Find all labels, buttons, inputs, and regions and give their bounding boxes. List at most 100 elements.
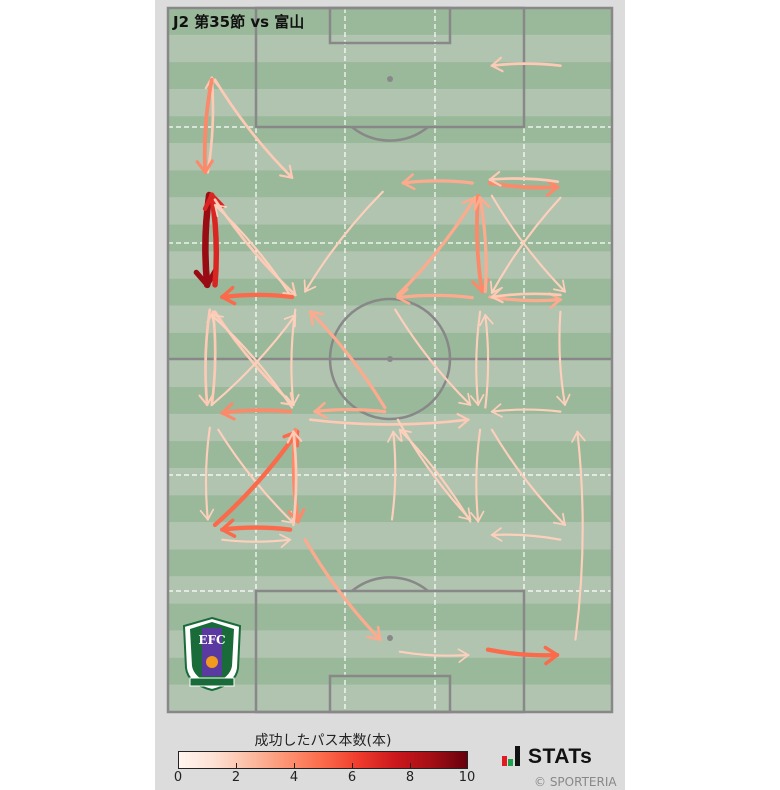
colorbar-tickmark — [236, 763, 237, 768]
stats-logo: STATs — [502, 745, 592, 769]
pass-arrowhead — [220, 518, 237, 538]
pass-arrow — [308, 418, 470, 426]
pass-arrow — [221, 538, 292, 543]
pass-arrow — [475, 428, 482, 523]
pass-arrow — [488, 295, 563, 303]
pass-arrow — [490, 194, 567, 293]
pass-arrowhead — [458, 507, 472, 521]
pass-arrowhead — [544, 178, 560, 197]
pass-arrow — [488, 177, 560, 184]
pass-arrow — [313, 407, 387, 414]
pass-arrowhead — [556, 393, 571, 406]
pass-arrowhead — [279, 533, 291, 549]
pass-arrow — [394, 308, 472, 406]
pass-arrow — [290, 308, 297, 406]
pass-arrow — [396, 196, 477, 297]
pass-arrow — [292, 430, 298, 527]
pass-arrow — [220, 292, 295, 300]
pass-arrowhead — [282, 282, 297, 297]
pass-arrowhead — [479, 314, 494, 327]
pitch: EFC — [166, 6, 614, 714]
pass-arrowhead — [457, 648, 470, 663]
pass-arrow — [210, 314, 294, 409]
colorbar-tick: 0 — [173, 770, 183, 785]
pass-arrow — [202, 77, 214, 175]
pass-arrowhead — [469, 393, 485, 406]
team-logo: EFC — [182, 616, 242, 692]
pitch-markings — [166, 6, 614, 714]
stats-logo-text: STATs — [528, 745, 593, 768]
pass-arrowhead — [210, 314, 224, 328]
svg-text:EFC: EFC — [198, 633, 225, 647]
chart-title: J2 第35節 vs 富山 — [173, 13, 305, 31]
pass-arrow — [304, 190, 384, 293]
pass-arrow — [490, 292, 562, 299]
pitch-spots — [387, 76, 393, 641]
pass-arrowhead — [398, 428, 412, 442]
pass-arrow — [478, 196, 488, 294]
pass-arrowhead — [490, 287, 504, 304]
colorbar-tickmark — [294, 763, 295, 768]
pass-arrowhead — [469, 510, 485, 523]
pass-arrowhead — [490, 56, 504, 73]
pass-arrowhead — [313, 401, 328, 419]
pass-arrow — [574, 430, 584, 641]
pass-arrowhead — [456, 413, 470, 429]
pass-arrowhead — [287, 508, 306, 524]
pass-arrowhead — [552, 512, 566, 526]
colorbar-tickmark — [352, 763, 353, 768]
pass-arrowhead — [309, 310, 325, 326]
pass-arrow — [475, 310, 482, 406]
pass-arrow — [213, 78, 294, 179]
credit: © SPORTERIA — [534, 775, 617, 789]
pass-arrows — [193, 56, 586, 666]
pass-arrow — [490, 533, 562, 541]
colorbar-title: 成功したパス本数(本) — [254, 733, 392, 749]
pass-arrowhead — [543, 645, 559, 666]
pass-arrowhead — [396, 287, 411, 305]
pass-arrowhead — [198, 393, 215, 407]
colorbar-tick: 8 — [405, 770, 415, 785]
pass-arrowhead — [220, 402, 236, 421]
pass-arrowhead — [282, 430, 300, 448]
pass-arrow — [308, 310, 387, 410]
pass-arrowhead — [473, 196, 491, 211]
pass-arrowhead — [286, 430, 303, 444]
pass-arrowhead — [193, 267, 219, 288]
pass-arrowhead — [220, 285, 237, 306]
pass-arrowhead — [490, 527, 503, 542]
pass-arrow — [558, 310, 567, 406]
pass-arrowhead — [458, 392, 472, 406]
colorbar-tick: 4 — [289, 770, 299, 785]
pass-arrow — [401, 179, 474, 185]
pass-arrowhead — [283, 314, 297, 328]
pass-arrow — [398, 650, 470, 657]
pass-arrowhead — [195, 159, 214, 174]
colorbar-tickmark — [410, 763, 411, 768]
pass-arrow — [485, 647, 560, 658]
pass-arrowhead — [488, 170, 502, 187]
pass-arrow — [396, 293, 474, 300]
pass-arrow — [490, 428, 567, 527]
colorbar-tick: 2 — [231, 770, 241, 785]
colorbar — [178, 751, 468, 769]
pass-arrow — [490, 408, 562, 413]
pass-arrowhead — [387, 430, 402, 443]
pass-arrow — [212, 429, 300, 528]
pass-arrow — [490, 196, 562, 295]
pass-arrow — [303, 538, 382, 642]
pass-arrow — [484, 314, 490, 409]
pass-arrow — [220, 525, 293, 532]
pass-arrow — [213, 204, 292, 297]
pass-arrow — [220, 408, 292, 415]
pass-arrowhead — [199, 508, 215, 521]
pass-arrow — [210, 314, 297, 406]
pass-arrow — [490, 62, 562, 68]
pass-arrow — [390, 430, 397, 521]
pass-arrowhead — [279, 164, 294, 179]
pass-arrowhead — [214, 204, 228, 218]
pass-arrow — [396, 418, 472, 521]
pass-arrowhead — [366, 625, 382, 641]
pass-arrowhead — [401, 173, 416, 191]
colorbar-tick: 6 — [347, 770, 357, 785]
